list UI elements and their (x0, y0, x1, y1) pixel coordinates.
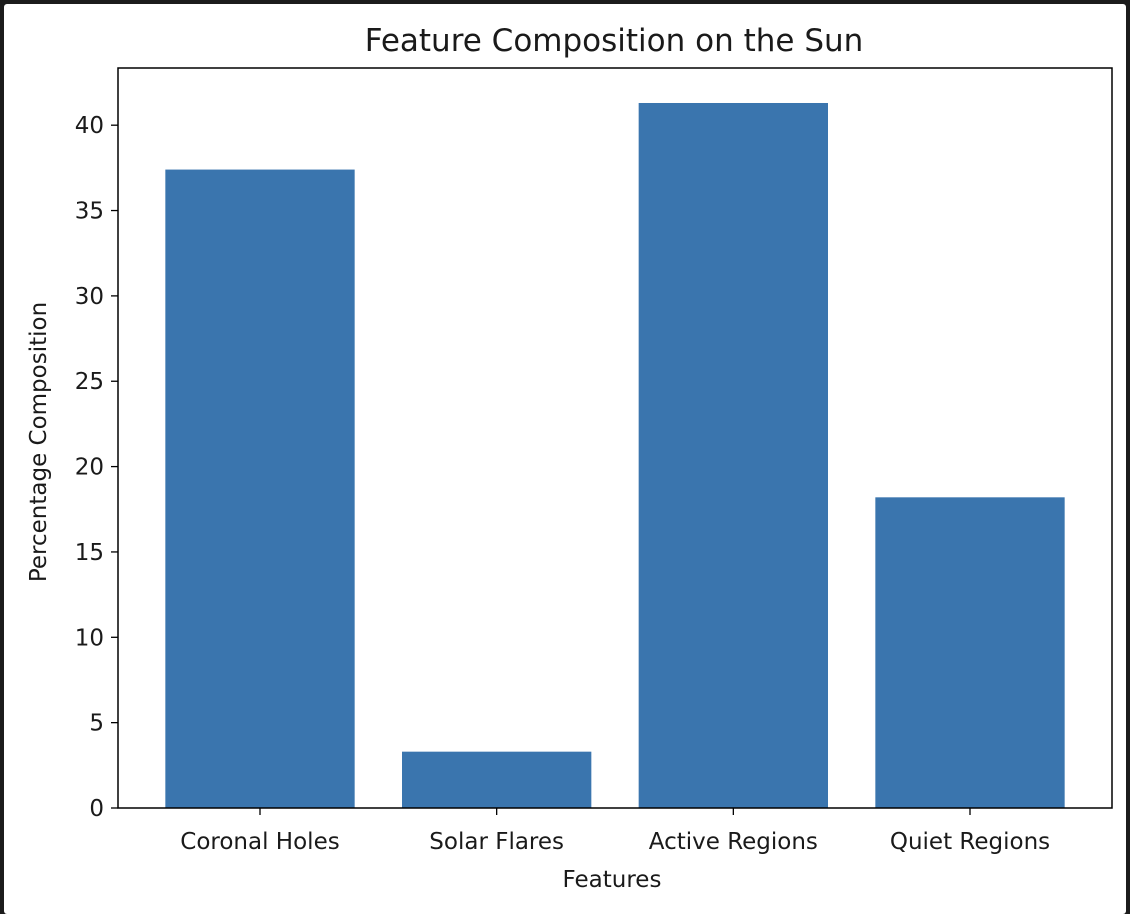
y-tick-label: 5 (89, 711, 104, 737)
x-tick-label: Solar Flares (429, 829, 564, 855)
bar-active-regions (638, 102, 828, 808)
chart-figure: Feature Composition on the Sun Percentag… (4, 4, 1126, 914)
bar-chart: Feature Composition on the Sun Percentag… (26, 23, 1113, 893)
axes-layer: Coronal Holes Solar Flares Active Regions Q… (75, 113, 1050, 855)
y-tick-label: 30 (75, 284, 104, 310)
y-tick-label: 35 (75, 199, 104, 225)
x-tick-label: Coronal Holes (180, 829, 339, 855)
x-tick-label: Quiet Regions (890, 829, 1050, 855)
bars-layer (165, 102, 1065, 809)
bar-quiet-regions (875, 497, 1065, 808)
bar-coronal-holes (165, 169, 355, 809)
x-tick-label: Active Regions (649, 829, 818, 855)
chart-title: Feature Composition on the Sun (365, 23, 864, 59)
y-tick-label: 15 (75, 540, 104, 566)
y-axis-label: Percentage Composition (26, 302, 52, 582)
y-tick-label: 40 (75, 113, 104, 139)
bar-solar-flares (402, 751, 592, 808)
y-tick-label: 0 (89, 796, 104, 822)
plot-frame (117, 67, 1113, 809)
y-tick-label: 10 (75, 625, 104, 651)
x-axis-label: Features (563, 867, 662, 893)
y-tick-label: 20 (75, 455, 104, 481)
y-tick-label: 25 (75, 369, 104, 395)
